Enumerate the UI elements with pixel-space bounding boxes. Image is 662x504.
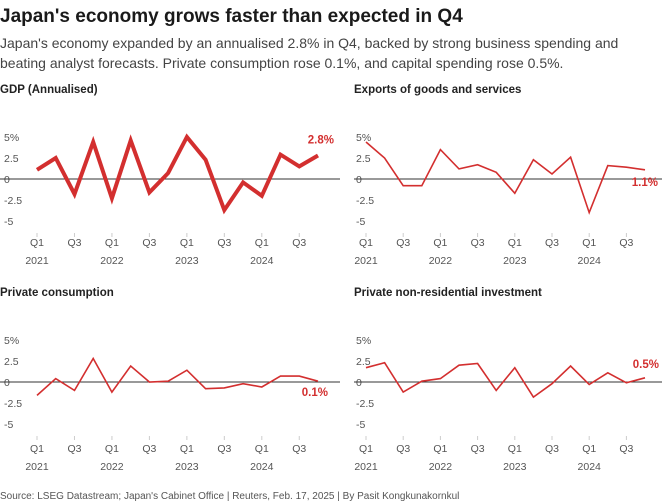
- consumption-xtick-quarter: Q1: [180, 443, 194, 455]
- consumption-xtick-year: 2023: [175, 461, 199, 473]
- consumption-xtick-quarter: Q3: [292, 443, 306, 455]
- consumption-ytick-label: 5%: [4, 335, 19, 347]
- consumption-xtick-quarter: Q1: [255, 443, 269, 455]
- exports-xtick-quarter: Q1: [359, 237, 373, 249]
- investment-ytick-label: -2.5: [356, 398, 374, 410]
- investment-xtick-quarter: Q3: [619, 443, 633, 455]
- exports-ytick-label: -5: [356, 216, 365, 228]
- gdp-series-line: [35, 133, 320, 215]
- investment-xtick-year: 2024: [578, 461, 602, 473]
- investment-xtick-year: 2021: [354, 461, 378, 473]
- consumption-xtick-quarter: Q3: [67, 443, 81, 455]
- page-title: Japan's economy grows faster than expect…: [0, 6, 463, 27]
- gdp-xtick-quarter: Q1: [30, 237, 44, 249]
- consumption-xtick-quarter: Q1: [30, 443, 44, 455]
- investment-xtick-quarter: Q1: [359, 443, 373, 455]
- exports-xtick-quarter: Q3: [471, 237, 485, 249]
- panel-title-exports: Exports of goods and services: [354, 84, 522, 96]
- exports-xtick-year: 2021: [354, 255, 378, 267]
- investment-series-line: [365, 361, 646, 399]
- gdp-xtick-quarter: Q1: [255, 237, 269, 249]
- investment-ytick-label: -5: [356, 419, 365, 431]
- consumption-xtick-quarter: Q3: [217, 443, 231, 455]
- gdp-xtick-year: 2022: [100, 255, 124, 267]
- gdp-xtick-year: 2023: [175, 255, 199, 267]
- investment-xtick-quarter: Q1: [508, 443, 522, 455]
- consumption-ytick-label: 2.5: [4, 356, 19, 368]
- exports-xtick-year: 2023: [503, 255, 527, 267]
- exports-xtick-year: 2022: [429, 255, 453, 267]
- exports-ytick-label: -2.5: [356, 195, 374, 207]
- exports-ytick-label: 0: [356, 174, 362, 186]
- exports-xtick-quarter: Q3: [396, 237, 410, 249]
- investment-xtick-quarter: Q1: [433, 443, 447, 455]
- exports-xtick-quarter: Q3: [545, 237, 559, 249]
- investment-ytick-label: 2.5: [356, 356, 371, 368]
- gdp-xtick-quarter: Q1: [105, 237, 119, 249]
- panel-title-gdp: GDP (Annualised): [0, 84, 98, 96]
- panel-title-investment: Private non-residential investment: [354, 287, 542, 299]
- consumption-ytick-label: -5: [4, 419, 13, 431]
- panel-title-consumption: Private consumption: [0, 287, 114, 299]
- consumption-xtick-year: 2021: [25, 461, 49, 473]
- investment-xtick-year: 2023: [503, 461, 527, 473]
- gdp-xtick-quarter: Q3: [292, 237, 306, 249]
- investment-xtick-quarter: Q3: [396, 443, 410, 455]
- consumption-ytick-label: 0: [4, 377, 10, 389]
- investment-xtick-quarter: Q1: [582, 443, 596, 455]
- consumption-xtick-year: 2022: [100, 461, 124, 473]
- exports-ytick-label: 2.5: [356, 153, 371, 165]
- consumption-xtick-year: 2024: [250, 461, 274, 473]
- exports-xtick-quarter: Q3: [619, 237, 633, 249]
- investment-xtick-quarter: Q3: [545, 443, 559, 455]
- gdp-end-value-label: 2.8%: [308, 134, 334, 146]
- gdp-xtick-quarter: Q3: [67, 237, 81, 249]
- investment-ytick-label: 0: [356, 377, 362, 389]
- exports-xtick-year: 2024: [578, 255, 602, 267]
- gdp-ytick-label: -2.5: [4, 195, 22, 207]
- investment-xtick-year: 2022: [429, 461, 453, 473]
- gdp-ytick-label: 0: [4, 174, 10, 186]
- exports-end-value-label: 1.1%: [632, 177, 658, 189]
- gdp-xtick-quarter: Q1: [180, 237, 194, 249]
- exports-xtick-quarter: Q1: [508, 237, 522, 249]
- gdp-xtick-quarter: Q3: [217, 237, 231, 249]
- investment-xtick-quarter: Q3: [471, 443, 485, 455]
- gdp-xtick-year: 2024: [250, 255, 274, 267]
- consumption-ytick-label: -2.5: [4, 398, 22, 410]
- gdp-ytick-label: -5: [4, 216, 13, 228]
- investment-ytick-label: 5%: [356, 335, 371, 347]
- exports-xtick-quarter: Q1: [582, 237, 596, 249]
- consumption-xtick-quarter: Q1: [105, 443, 119, 455]
- gdp-xtick-year: 2021: [25, 255, 49, 267]
- gdp-ytick-label: 2.5: [4, 153, 19, 165]
- exports-series-line: [365, 141, 646, 215]
- consumption-end-value-label: 0.1%: [302, 387, 328, 399]
- consumption-series-line: [36, 356, 319, 396]
- gdp-xtick-quarter: Q3: [142, 237, 156, 249]
- exports-xtick-quarter: Q1: [433, 237, 447, 249]
- exports-ytick-label: 5%: [356, 132, 371, 144]
- gdp-ytick-label: 5%: [4, 132, 19, 144]
- source-note: Source: LSEG Datastream; Japan's Cabinet…: [0, 491, 460, 502]
- consumption-xtick-quarter: Q3: [142, 443, 156, 455]
- investment-end-value-label: 0.5%: [633, 359, 659, 371]
- page-subtitle: Japan's economy expanded by an annualise…: [0, 35, 619, 71]
